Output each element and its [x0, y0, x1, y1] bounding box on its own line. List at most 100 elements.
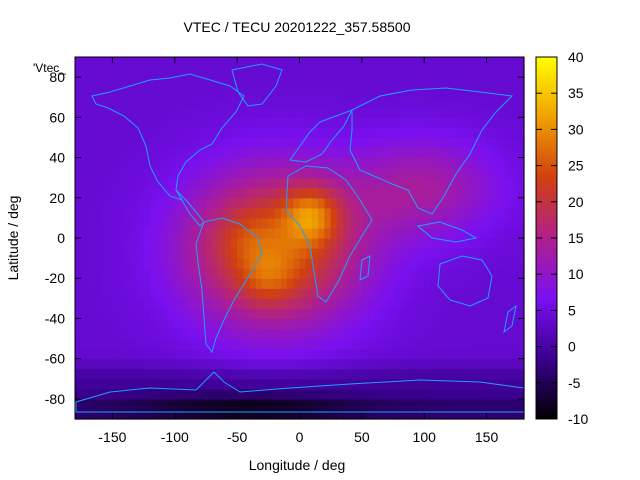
heatmap-cell	[424, 67, 432, 78]
x-tick-label: 100	[413, 429, 437, 445]
heatmap-cell	[430, 107, 438, 118]
y-tick-label: -80	[45, 391, 65, 407]
heatmap-cell	[336, 107, 344, 118]
heatmap-cell	[218, 388, 226, 400]
heatmap-cell	[87, 408, 95, 420]
heatmap-cell	[505, 318, 513, 330]
heatmap-cell	[324, 127, 332, 139]
heatmap-cell	[249, 167, 257, 179]
heatmap-cell	[280, 398, 288, 410]
heatmap-cell	[212, 328, 220, 340]
heatmap-cell	[355, 197, 363, 209]
heatmap-cell	[131, 157, 138, 169]
heatmap-cell	[230, 248, 238, 259]
heatmap-cell	[374, 328, 382, 340]
heatmap-cell	[87, 248, 95, 259]
heatmap-cell	[118, 388, 126, 400]
heatmap-cell	[511, 77, 519, 88]
heatmap-cell	[168, 338, 176, 350]
heatmap-cell	[162, 137, 170, 149]
heatmap-cell	[162, 288, 170, 299]
heatmap-cell	[193, 227, 201, 239]
heatmap-cell	[156, 87, 163, 98]
heatmap-cell	[149, 298, 157, 309]
heatmap-cell	[75, 187, 82, 199]
heatmap-cell	[249, 348, 257, 360]
heatmap-cell	[355, 268, 363, 279]
heatmap-cell	[374, 368, 382, 380]
heatmap-cell	[405, 127, 413, 139]
heatmap-cell	[112, 268, 120, 279]
heatmap-cell	[218, 358, 226, 370]
heatmap-cell	[417, 127, 425, 139]
heatmap-cell	[99, 248, 107, 259]
heatmap-cell	[417, 388, 425, 400]
heatmap-cell	[368, 207, 375, 219]
heatmap-cell	[131, 328, 138, 340]
heatmap-cell	[99, 238, 107, 249]
heatmap-cell	[255, 328, 263, 340]
heatmap-cell	[131, 368, 138, 380]
heatmap-cell	[181, 97, 188, 108]
heatmap-cell	[374, 398, 382, 410]
heatmap-cell	[112, 227, 120, 239]
heatmap-cell	[430, 57, 438, 68]
heatmap-cell	[399, 378, 407, 390]
heatmap-cell	[75, 348, 82, 360]
heatmap-cell	[374, 67, 382, 78]
heatmap-cell	[218, 398, 226, 410]
heatmap-cell	[106, 197, 114, 209]
heatmap-cell	[349, 67, 357, 78]
heatmap-cell	[174, 157, 182, 169]
heatmap-cell	[112, 67, 120, 78]
heatmap-cell	[93, 258, 101, 269]
heatmap-cell	[318, 217, 326, 229]
heatmap-cell	[99, 197, 107, 209]
coastline-africa	[285, 165, 373, 303]
heatmap-cell	[162, 238, 170, 249]
heatmap-cell	[474, 288, 481, 299]
heatmap-cell	[467, 177, 475, 189]
heatmap-cell	[355, 318, 363, 330]
heatmap-cell	[311, 147, 319, 159]
heatmap-cell	[405, 388, 413, 400]
heatmap-cell	[517, 147, 525, 159]
heatmap-cell	[249, 157, 257, 169]
heatmap-cell	[75, 238, 82, 249]
heatmap-cell	[455, 97, 463, 108]
heatmap-cell	[417, 308, 425, 320]
heatmap-cell	[299, 57, 307, 68]
heatmap-cell	[287, 127, 294, 139]
heatmap-cell	[324, 57, 332, 68]
heatmap-cell	[442, 278, 450, 289]
heatmap-cell	[511, 318, 519, 330]
heatmap-cell	[374, 127, 382, 139]
heatmap-cell	[461, 157, 469, 169]
heatmap-cell	[112, 207, 120, 219]
heatmap-cell	[131, 318, 138, 330]
heatmap-cell	[299, 238, 307, 249]
heatmap-cell	[118, 258, 126, 269]
heatmap-cell	[262, 117, 269, 128]
heatmap-cell	[230, 408, 238, 420]
heatmap-cell	[249, 127, 257, 139]
heatmap-cell	[181, 137, 188, 149]
heatmap-cell	[143, 298, 151, 309]
heatmap-cell	[374, 157, 382, 169]
heatmap-cell	[168, 107, 176, 118]
heatmap-cell	[193, 157, 201, 169]
heatmap-cell	[124, 97, 132, 108]
heatmap-cell	[274, 408, 282, 420]
heatmap-cell	[318, 87, 326, 98]
heatmap-cell	[492, 157, 500, 169]
heatmap-cell	[143, 67, 151, 78]
heatmap-cell	[181, 87, 188, 98]
heatmap-cell	[112, 348, 120, 360]
heatmap-cell	[143, 268, 151, 279]
x-tick-label: -50	[227, 429, 247, 445]
heatmap-cell	[156, 207, 163, 219]
heatmap-cell	[324, 348, 332, 360]
heatmap-cell	[181, 248, 188, 259]
heatmap-cell	[149, 177, 157, 189]
heatmap-cell	[455, 238, 463, 249]
